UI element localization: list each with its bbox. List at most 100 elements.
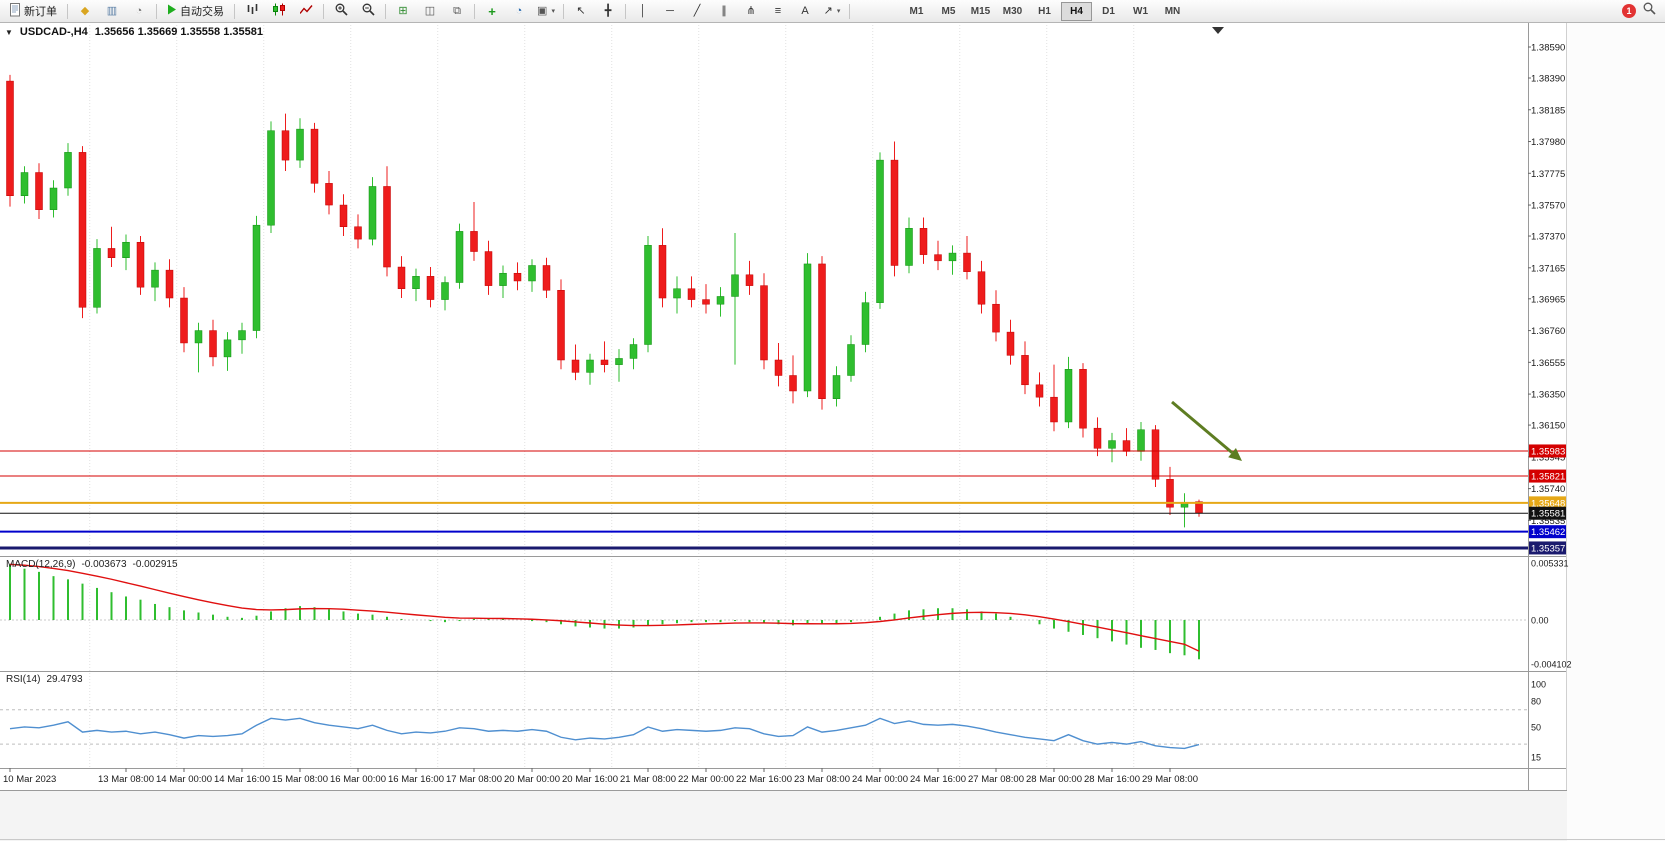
tab-timeframe-d1[interactable]: D1 <box>1102 5 1115 17</box>
candle <box>1021 355 1029 386</box>
strategy-tester-icon[interactable]: ◔ <box>126 1 152 21</box>
search-icon[interactable] <box>1643 2 1656 20</box>
auto-trading-button[interactable]: 自动交易 <box>161 1 230 21</box>
trendline-icon[interactable]: ╱ <box>684 1 710 21</box>
new-chart-window-icon[interactable]: ⧉ <box>444 1 470 21</box>
ohlc-bars-icon[interactable] <box>239 1 265 21</box>
candle <box>1035 384 1044 398</box>
price-tick: 1.38185 <box>1531 105 1565 116</box>
horizontal-line-icon[interactable]: ─ <box>657 1 683 21</box>
candle <box>151 269 159 288</box>
indicators-icon[interactable]: + <box>479 1 505 21</box>
main-toolbar: 新订单 ◆ ▥ ◔ 自动交易 ⊞ ◫ ⧉ + ◔ ▣ ▾ ↖ ╋ │ ─ ╱ ∥ ⋔ ≡ A ↗ ▾ M1 M5 M15 M30 H1… <box>0 0 1665 23</box>
line-chart-icon[interactable] <box>293 1 319 21</box>
chart-title-bar: ▼ USDCAD-,H4 1.35656 1.35669 1.35558 1.3… <box>5 26 263 38</box>
tab-timeframe-m30[interactable]: M30 <box>1002 5 1023 17</box>
candle <box>716 296 725 305</box>
cursor-icon[interactable]: ↖ <box>568 1 594 21</box>
candle <box>107 248 116 258</box>
tab-timeframe-h1[interactable]: H1 <box>1038 5 1051 17</box>
toolbar-separator <box>234 3 235 19</box>
macd-tick: -0.004102 <box>1531 659 1572 669</box>
terminal-icon[interactable]: ▥ <box>99 1 125 21</box>
time-label: 28 Mar 00:00 <box>1026 774 1082 785</box>
candle <box>194 330 203 344</box>
auto-trading-label: 自动交易 <box>180 6 224 18</box>
candle <box>49 187 58 210</box>
candle <box>267 130 275 226</box>
price-tick: 1.37370 <box>1531 232 1565 243</box>
vertical-line-icon[interactable]: │ <box>630 1 656 21</box>
tab-timeframe-m5[interactable]: M5 <box>941 5 956 17</box>
price-tick: 1.36350 <box>1531 390 1565 401</box>
candle <box>977 271 986 305</box>
candle <box>832 375 841 399</box>
macd-main-value: -0.003673 <box>81 559 127 570</box>
candle <box>93 248 101 308</box>
tab-timeframe-m15[interactable]: M15 <box>970 5 991 17</box>
notifications-badge[interactable]: 1 <box>1622 4 1636 18</box>
candle <box>122 241 130 258</box>
zoom-in-icon <box>335 3 348 19</box>
time-label: 14 Mar 16:00 <box>214 774 270 785</box>
new-order-button[interactable]: 新订单 <box>3 1 63 21</box>
arrows-icon-glyph: ↗ <box>823 4 833 17</box>
trend-arrow-annotation[interactable] <box>1171 400 1242 461</box>
rsi-name: RSI(14) <box>6 674 41 685</box>
price-tick: 1.36965 <box>1531 294 1565 305</box>
templates-icon-glyph: ▣ <box>537 4 548 17</box>
day-separators-layer <box>89 22 1135 768</box>
candle <box>354 226 362 240</box>
chart-shift-marker[interactable] <box>1212 27 1224 34</box>
crosshair-icon[interactable]: ╋ <box>595 1 621 21</box>
autotrade-play-icon <box>167 4 177 18</box>
price-badge-label: 1.35357 <box>1531 543 1565 554</box>
pitchfork-icon-glyph: ⋔ <box>746 4 756 17</box>
price-badge-label: 1.35581 <box>1531 509 1565 520</box>
tab-timeframe-w1[interactable]: W1 <box>1133 5 1148 17</box>
candle <box>339 204 348 227</box>
fibonacci-icon-glyph: ≡ <box>774 4 782 17</box>
price-badge-label: 1.35983 <box>1531 446 1565 457</box>
time-label: 20 Mar 16:00 <box>562 774 618 785</box>
chart-dropdown-icon[interactable]: ▼ <box>5 27 13 37</box>
text-icon[interactable]: A <box>792 1 818 21</box>
candle <box>644 245 652 345</box>
new-chart-window-icon-glyph: ⧉ <box>453 4 461 17</box>
cascade-windows-icon[interactable]: ◫ <box>417 1 443 21</box>
candle <box>78 152 87 308</box>
candle <box>1151 429 1160 480</box>
arrows-icon[interactable]: ↗ ▾ <box>819 1 845 21</box>
toolbar-separator <box>323 3 324 19</box>
toolbar-separator <box>385 3 386 19</box>
candle <box>586 359 594 373</box>
channel-icon[interactable]: ∥ <box>711 1 737 21</box>
candle <box>542 265 551 291</box>
tile-windows-icon[interactable]: ⊞ <box>390 1 416 21</box>
templates-icon[interactable]: ▣ ▾ <box>533 1 559 21</box>
zoom-in-icon[interactable] <box>328 1 354 21</box>
strategy-tester-icon-glyph: ◔ <box>135 4 143 17</box>
macd-signal-line <box>9 563 1200 652</box>
price-badge-label: 1.35821 <box>1531 472 1565 483</box>
macd-signal-value: -0.002915 <box>132 559 178 570</box>
price-tick: 1.36555 <box>1531 358 1565 369</box>
tab-timeframe-mn[interactable]: MN <box>1164 5 1181 17</box>
cursor-icon-glyph: ↖ <box>576 4 586 17</box>
candle <box>948 252 957 262</box>
price-badge <box>1529 496 1566 510</box>
periods-icon[interactable]: ◔ <box>506 1 532 21</box>
metaeditor-icon[interactable]: ◆ <box>72 1 98 21</box>
candle <box>687 288 696 300</box>
tab-timeframe-h4[interactable]: H4 <box>1061 1 1092 21</box>
candlestick-chart-icon[interactable] <box>266 1 292 21</box>
tab-timeframe-m1[interactable]: M1 <box>909 5 924 17</box>
zoom-out-icon[interactable] <box>355 1 381 21</box>
time-label: 17 Mar 08:00 <box>446 774 502 785</box>
fibonacci-icon[interactable]: ≡ <box>765 1 791 21</box>
pitchfork-icon[interactable]: ⋔ <box>738 1 764 21</box>
candle <box>441 282 449 300</box>
price-tick: 1.35945 <box>1531 452 1565 463</box>
